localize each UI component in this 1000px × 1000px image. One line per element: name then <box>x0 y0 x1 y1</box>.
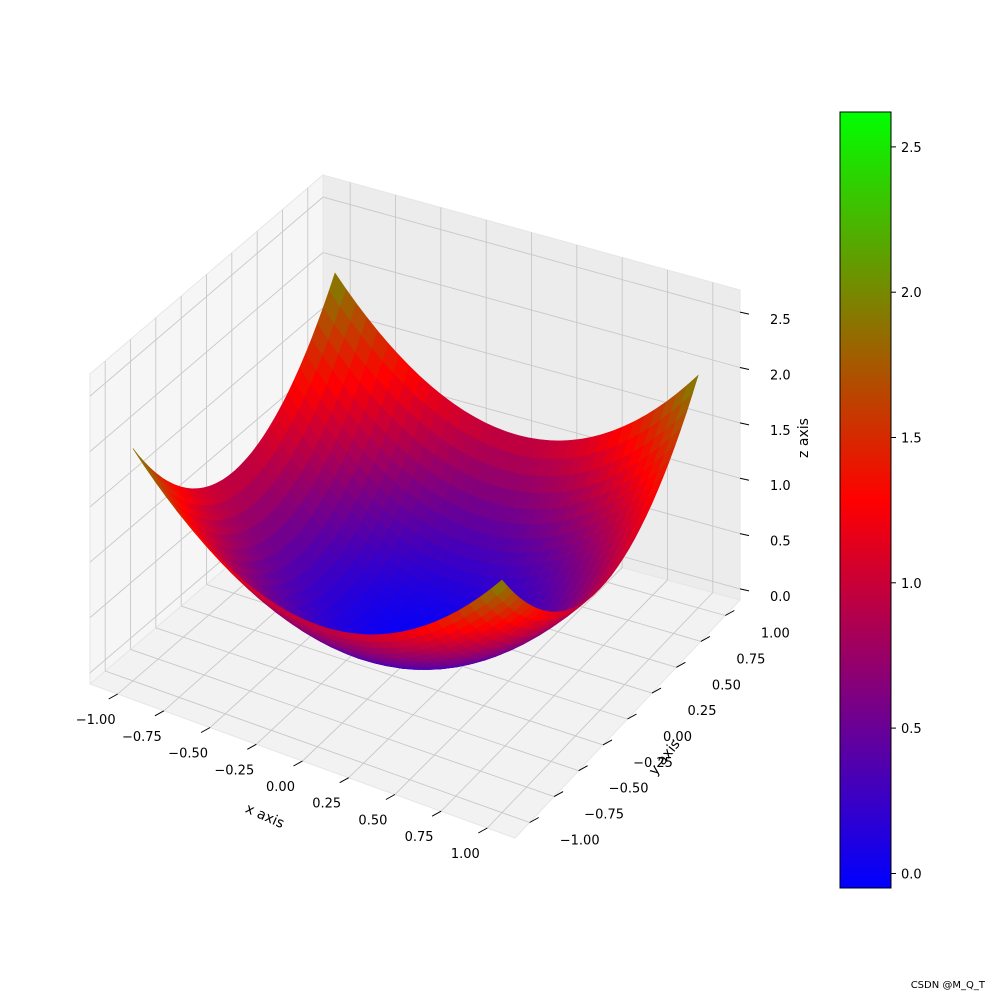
z-tick-label: 1.5 <box>770 424 791 439</box>
y-tick-label: −0.75 <box>584 808 624 823</box>
y-tick-mark <box>602 739 613 746</box>
x-tick-mark <box>293 760 303 767</box>
x-tick-label: −1.00 <box>76 713 116 728</box>
colorbar-tick-label: 0.0 <box>901 868 922 883</box>
surface-mesh <box>132 272 699 670</box>
x-axis-label: x axis <box>243 801 287 832</box>
x-tick-mark <box>385 794 396 800</box>
floor-gridline-y <box>130 648 555 798</box>
x-tick-mark <box>247 743 257 750</box>
floor-gridline-y <box>155 627 579 772</box>
surface-facet <box>132 448 150 473</box>
left-wall-gridline-z <box>89 307 324 508</box>
x-tick-mark <box>154 710 165 717</box>
x-tick-mark <box>339 777 349 784</box>
x-tick-mark <box>431 810 442 817</box>
x-tick-mark <box>200 727 211 733</box>
floor-gridline-y <box>105 670 530 823</box>
y-tick-label: −0.50 <box>609 782 649 797</box>
y-tick-label: 0.00 <box>663 730 692 745</box>
colorbar: 0.0 0.5 1.0 1.5 2.0 2.5 <box>839 111 922 889</box>
z-tick-mark <box>739 367 750 370</box>
watermark-text: CSDN @M_Q_T <box>911 980 986 991</box>
y-tick-mark <box>553 791 564 798</box>
back-wall-gridline-z <box>322 196 741 313</box>
colorbar-tick-label: 2.5 <box>901 141 922 156</box>
y-tick-mark <box>529 817 539 823</box>
z-tick-label: 2.5 <box>770 313 791 328</box>
y-tick-mark <box>700 635 711 642</box>
z-tick-mark <box>739 422 750 426</box>
y-tick-label: 0.75 <box>736 652 765 667</box>
y-tick-label: −1.00 <box>560 834 600 849</box>
z-tick-label: 0.0 <box>770 590 791 605</box>
y-tick-mark <box>651 687 662 694</box>
x-tick-mark <box>108 693 118 700</box>
z-tick-mark <box>739 588 750 592</box>
y-tick-label: 1.00 <box>761 627 790 642</box>
y-tick-label: 0.50 <box>712 678 741 693</box>
left-wall-gridline-z <box>89 252 324 452</box>
surface-facet <box>490 579 509 596</box>
x-tick-label: 0.00 <box>266 780 295 795</box>
y-tick-mark <box>725 610 735 616</box>
y-tick-mark <box>627 713 637 720</box>
z-tick-mark <box>739 477 750 481</box>
x-tick-label: 0.50 <box>358 814 387 829</box>
x-tick-label: −0.25 <box>214 763 254 778</box>
x-tick-mark <box>478 827 488 834</box>
colorbar-gradient <box>839 111 892 889</box>
floor-gridline-y <box>181 605 604 746</box>
colorbar-tick-label: 1.0 <box>901 577 922 592</box>
y-tick-mark <box>578 765 588 772</box>
z-tick-label: 0.5 <box>770 535 791 550</box>
left-wall-gridline-z <box>89 196 324 397</box>
x-tick-label: 0.25 <box>312 797 341 812</box>
colorbar-tick-label: 0.5 <box>901 722 922 737</box>
x-tick-label: −0.50 <box>168 747 208 762</box>
z-axis-label: z axis <box>796 418 812 458</box>
z-tick-mark <box>739 533 750 537</box>
y-tick-mark <box>676 661 686 668</box>
x-tick-label: 1.00 <box>451 847 480 862</box>
x-tick-label: −0.75 <box>122 730 162 745</box>
z-tick-label: 2.0 <box>770 369 791 384</box>
z-tick-label: 1.0 <box>770 479 791 494</box>
x-tick-label: 0.75 <box>405 830 434 845</box>
y-tick-label: 0.25 <box>688 704 717 719</box>
colorbar-tick-label: 2.0 <box>901 286 922 301</box>
y-tick-label: −0.25 <box>633 756 673 771</box>
z-tick-mark <box>739 311 750 315</box>
left-wall-gridline-z <box>89 362 324 563</box>
back-wall-gridline-z <box>322 252 741 368</box>
colorbar-tick-label: 1.5 <box>901 432 922 447</box>
